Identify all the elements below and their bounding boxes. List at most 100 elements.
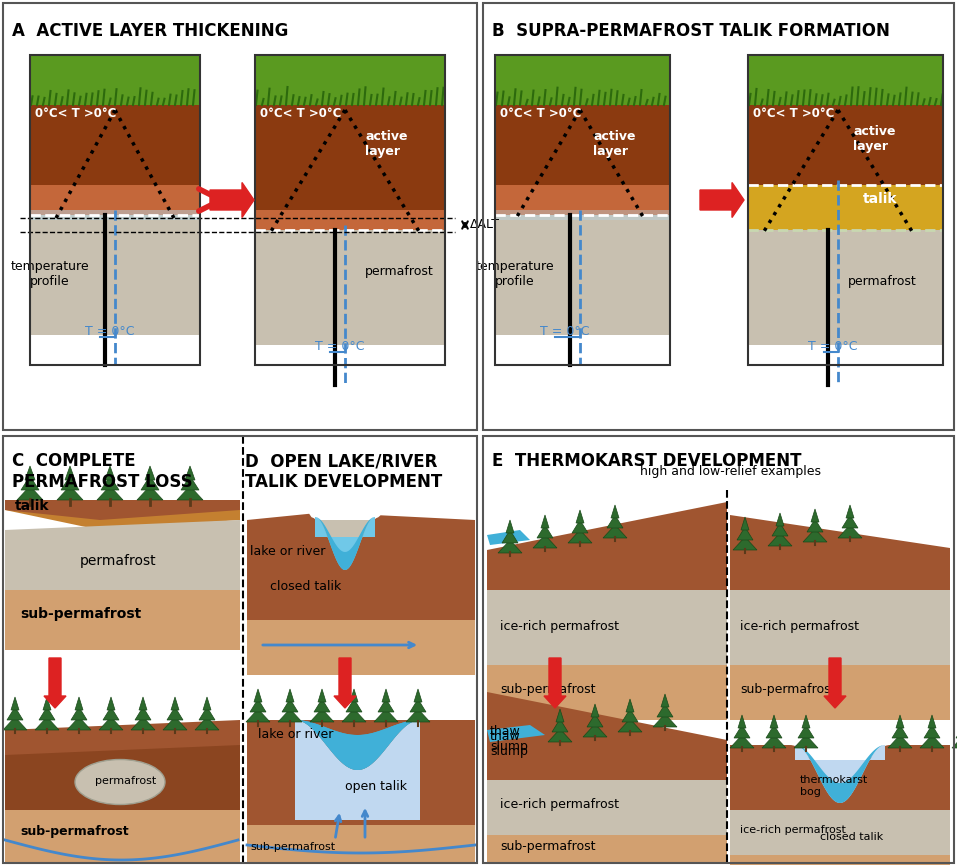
Polygon shape bbox=[487, 502, 727, 590]
Polygon shape bbox=[17, 486, 43, 500]
Polygon shape bbox=[795, 745, 885, 803]
FancyArrow shape bbox=[544, 658, 566, 708]
Polygon shape bbox=[105, 466, 115, 480]
Polygon shape bbox=[65, 466, 75, 480]
FancyBboxPatch shape bbox=[5, 810, 240, 862]
Polygon shape bbox=[803, 529, 827, 542]
Text: sub-permafrost: sub-permafrost bbox=[500, 840, 595, 853]
Polygon shape bbox=[741, 517, 749, 530]
Polygon shape bbox=[730, 515, 950, 590]
FancyBboxPatch shape bbox=[247, 755, 475, 825]
Text: T = 0°C: T = 0°C bbox=[808, 340, 857, 353]
Polygon shape bbox=[414, 689, 422, 702]
Polygon shape bbox=[888, 735, 912, 748]
Polygon shape bbox=[99, 717, 123, 730]
Polygon shape bbox=[282, 699, 298, 712]
Polygon shape bbox=[776, 513, 784, 526]
Polygon shape bbox=[762, 735, 786, 748]
Polygon shape bbox=[286, 689, 294, 702]
Polygon shape bbox=[552, 719, 568, 732]
Polygon shape bbox=[135, 707, 151, 720]
FancyBboxPatch shape bbox=[730, 665, 950, 720]
Polygon shape bbox=[576, 510, 584, 523]
Polygon shape bbox=[295, 720, 420, 770]
Polygon shape bbox=[141, 476, 159, 490]
Polygon shape bbox=[657, 704, 673, 717]
Text: active
layer: active layer bbox=[365, 130, 408, 158]
FancyBboxPatch shape bbox=[730, 855, 950, 865]
Polygon shape bbox=[842, 515, 858, 528]
Text: E  THERMOKARST DEVELOPMENT: E THERMOKARST DEVELOPMENT bbox=[492, 452, 802, 470]
FancyBboxPatch shape bbox=[5, 590, 240, 650]
Polygon shape bbox=[794, 735, 818, 748]
Polygon shape bbox=[5, 720, 240, 755]
Polygon shape bbox=[295, 720, 420, 820]
Polygon shape bbox=[378, 699, 394, 712]
Polygon shape bbox=[75, 697, 83, 710]
FancyBboxPatch shape bbox=[30, 185, 200, 215]
Polygon shape bbox=[346, 699, 362, 712]
Polygon shape bbox=[734, 725, 750, 738]
Polygon shape bbox=[315, 517, 375, 570]
FancyBboxPatch shape bbox=[487, 665, 727, 720]
Polygon shape bbox=[11, 697, 19, 710]
Polygon shape bbox=[67, 717, 91, 730]
Polygon shape bbox=[247, 514, 475, 620]
Polygon shape bbox=[591, 704, 599, 717]
Polygon shape bbox=[653, 714, 677, 727]
FancyBboxPatch shape bbox=[748, 230, 943, 345]
Text: thaw
slump: thaw slump bbox=[490, 730, 528, 758]
Text: T = 0°C: T = 0°C bbox=[540, 325, 590, 338]
Text: sub-permafrost: sub-permafrost bbox=[20, 607, 142, 621]
Text: temperature
profile: temperature profile bbox=[11, 260, 89, 288]
Polygon shape bbox=[583, 724, 607, 737]
Text: ice-rich permafrost: ice-rich permafrost bbox=[500, 620, 619, 633]
FancyBboxPatch shape bbox=[30, 55, 200, 105]
Polygon shape bbox=[487, 692, 727, 780]
FancyBboxPatch shape bbox=[748, 185, 943, 235]
Polygon shape bbox=[195, 717, 219, 730]
Text: 0°C< T >0°C: 0°C< T >0°C bbox=[753, 107, 835, 120]
Polygon shape bbox=[139, 697, 147, 710]
Polygon shape bbox=[39, 707, 55, 720]
Polygon shape bbox=[71, 707, 87, 720]
FancyBboxPatch shape bbox=[487, 835, 727, 863]
Text: permafrost: permafrost bbox=[365, 265, 434, 278]
Polygon shape bbox=[487, 530, 530, 545]
Polygon shape bbox=[956, 725, 957, 738]
FancyArrow shape bbox=[44, 658, 66, 708]
Polygon shape bbox=[738, 715, 746, 728]
Bar bbox=[483, 436, 954, 863]
Polygon shape bbox=[246, 709, 270, 722]
Polygon shape bbox=[506, 520, 514, 533]
FancyBboxPatch shape bbox=[730, 590, 950, 670]
FancyBboxPatch shape bbox=[255, 105, 445, 235]
Text: D  OPEN LAKE/RIVER
TALIK DEVELOPMENT: D OPEN LAKE/RIVER TALIK DEVELOPMENT bbox=[245, 452, 442, 491]
Polygon shape bbox=[181, 476, 199, 490]
Polygon shape bbox=[35, 717, 59, 730]
Bar bbox=[483, 3, 954, 430]
FancyBboxPatch shape bbox=[487, 780, 727, 840]
Polygon shape bbox=[611, 505, 619, 518]
Text: 0°C< T >0°C: 0°C< T >0°C bbox=[35, 107, 117, 120]
Polygon shape bbox=[21, 476, 39, 490]
Polygon shape bbox=[203, 697, 211, 710]
Polygon shape bbox=[137, 486, 163, 500]
Polygon shape bbox=[61, 476, 79, 490]
FancyBboxPatch shape bbox=[247, 620, 475, 675]
Polygon shape bbox=[537, 525, 553, 538]
Polygon shape bbox=[310, 709, 334, 722]
Polygon shape bbox=[7, 707, 23, 720]
Bar bbox=[3, 436, 477, 863]
Text: sub-permafrost: sub-permafrost bbox=[500, 683, 595, 696]
Polygon shape bbox=[107, 697, 115, 710]
Polygon shape bbox=[802, 715, 810, 728]
Polygon shape bbox=[171, 697, 179, 710]
FancyBboxPatch shape bbox=[247, 520, 475, 620]
Text: B  SUPRA-PERMAFROST TALIK FORMATION: B SUPRA-PERMAFROST TALIK FORMATION bbox=[492, 22, 890, 40]
FancyBboxPatch shape bbox=[247, 720, 475, 790]
FancyBboxPatch shape bbox=[255, 210, 445, 230]
Polygon shape bbox=[807, 519, 823, 532]
Polygon shape bbox=[177, 486, 203, 500]
Polygon shape bbox=[737, 527, 753, 540]
